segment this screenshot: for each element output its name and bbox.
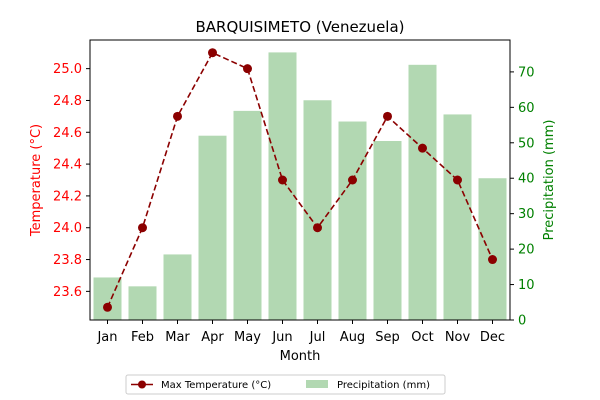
left-y-tick-label: 25.0: [53, 62, 82, 77]
left-y-tick-label: 24.2: [53, 189, 82, 204]
left-y-tick-label: 24.4: [53, 158, 82, 173]
x-tick-label: Nov: [445, 330, 471, 345]
precip-bar-feb: [128, 286, 157, 320]
left-y-axis-label: Temperature (°C): [29, 124, 44, 237]
x-tick-label: Aug: [340, 330, 365, 345]
x-tick-label: May: [234, 330, 261, 345]
left-y-tick-label: 24.8: [53, 94, 82, 109]
temp-point-dec: [488, 255, 497, 265]
legend: Max Temperature (°C) Precipitation (mm): [125, 374, 446, 395]
x-axis: Jan Feb Mar Apr May Jun Jul Aug Sep Oct Nov Dec: [96, 320, 505, 345]
right-y-tick-label: 10: [518, 278, 535, 293]
legend-label-precipitation: Precipitation (mm): [337, 380, 430, 391]
chart-title: BARQUISIMETO (Venezuela): [195, 18, 404, 36]
legend-marker-swatch: [138, 380, 146, 389]
x-tick-label: Feb: [131, 330, 154, 345]
x-tick-label: Jan: [96, 330, 117, 345]
x-tick-label: Jun: [271, 330, 292, 345]
right-y-tick-label: 30: [518, 207, 535, 222]
precip-bar-nov: [443, 114, 472, 320]
left-y-tick-label: 24.0: [53, 221, 82, 236]
temp-point-apr: [208, 48, 217, 58]
precip-bar-dec: [478, 178, 507, 320]
right-y-tick-label: 40: [518, 172, 535, 187]
temp-point-feb: [138, 223, 147, 233]
precip-bar-oct: [408, 64, 437, 321]
temperature-series-line: [106, 51, 494, 308]
temp-point-jul: [313, 223, 322, 233]
x-axis-label: Month: [280, 349, 321, 364]
precipitation-bars: [93, 52, 507, 321]
right-y-tick-label: 50: [518, 136, 535, 151]
precip-bar-mar: [163, 254, 192, 320]
right-y-tick-label: 70: [518, 65, 535, 80]
left-y-tick-label: 23.6: [53, 285, 82, 300]
temp-point-oct: [418, 143, 427, 153]
legend-box: [125, 374, 446, 395]
precip-bar-jun: [268, 52, 297, 321]
temp-point-nov: [453, 175, 462, 185]
left-y-tick-label: 23.8: [53, 253, 82, 268]
temperature-line: [103, 48, 497, 312]
right-y-axis: 0 10 20 30 40 50 60 70: [510, 65, 535, 329]
legend-label-temperature: Max Temperature (°C): [161, 380, 271, 391]
right-y-tick-label: 0: [518, 314, 526, 329]
temp-point-sep: [383, 111, 392, 121]
temp-point-jan: [103, 302, 112, 312]
x-tick-label: Mar: [165, 330, 190, 345]
left-y-tick-label: 24.6: [53, 126, 82, 141]
x-tick-label: Jul: [309, 330, 326, 345]
precip-bar-jan: [93, 277, 122, 320]
right-y-tick-label: 60: [518, 101, 535, 116]
temp-point-aug: [348, 175, 357, 185]
x-tick-label: Dec: [480, 330, 505, 345]
precip-bar-aug: [338, 121, 367, 321]
x-tick-label: Apr: [201, 330, 224, 345]
plot-frame: [89, 39, 511, 321]
right-y-tick-label: 20: [518, 243, 535, 258]
x-tick-label: Sep: [375, 330, 400, 345]
temp-point-may: [243, 64, 252, 74]
precip-bar-sep: [373, 141, 402, 320]
right-y-axis-label: Precipitation (mm): [542, 120, 557, 241]
temp-point-jun: [278, 175, 287, 185]
precip-bar-jul: [303, 100, 332, 320]
precip-bar-may: [233, 110, 262, 320]
left-y-axis: 23.6 23.8 24.0 24.2 24.4 24.6 24.8 25.0: [53, 62, 90, 300]
x-tick-label: Oct: [411, 330, 433, 345]
legend-bar-swatch: [306, 380, 328, 388]
temp-point-mar: [173, 111, 182, 121]
precip-bar-apr: [198, 135, 227, 320]
